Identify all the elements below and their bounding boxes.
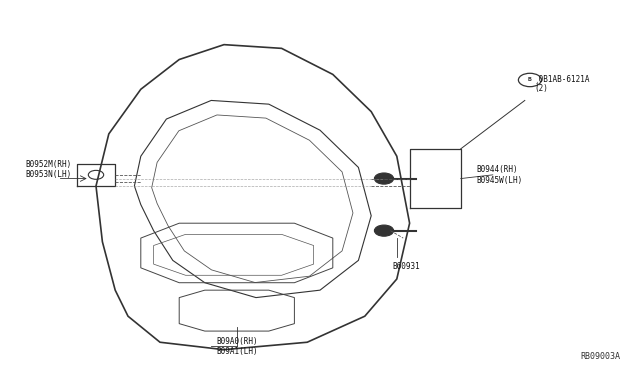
Text: B0952M(RH)
B0953N(LH): B0952M(RH) B0953N(LH)	[26, 160, 72, 179]
Text: B60931: B60931	[392, 262, 420, 271]
Text: ¸0B1AB-6121A
(2): ¸0B1AB-6121A (2)	[534, 74, 590, 93]
Circle shape	[374, 173, 394, 184]
Text: B: B	[528, 77, 532, 83]
Circle shape	[374, 225, 394, 236]
Text: RB09003A: RB09003A	[581, 352, 621, 361]
Text: B09A0(RH)
B09A1(LH): B09A0(RH) B09A1(LH)	[216, 337, 258, 356]
Text: B0944(RH)
B0945W(LH): B0944(RH) B0945W(LH)	[477, 165, 523, 185]
